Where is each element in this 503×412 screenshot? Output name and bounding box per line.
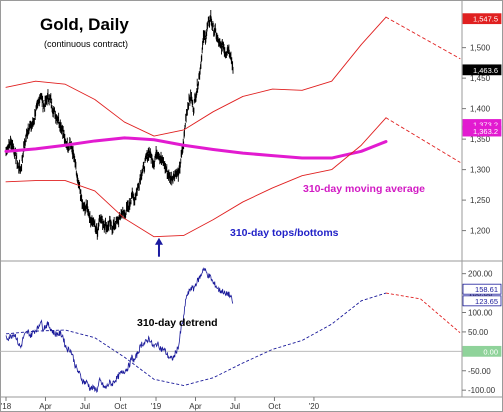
chart-subtitle: (continuous contract) <box>44 39 128 49</box>
price-tick-label: 1,350 <box>470 135 491 144</box>
detrend-badge-box <box>462 295 502 307</box>
price-tick-label: 1,250 <box>470 196 491 205</box>
price-badge-text: 1,363.2 <box>473 127 498 136</box>
projection-lower-line <box>385 117 461 163</box>
detrend-tick-label: 100.00 <box>468 308 493 317</box>
detrend-badge-text: 123.65 <box>475 297 498 306</box>
tops-bottoms-label: 310-day tops/bottoms <box>230 227 339 239</box>
detrend-badge-text: 158.61 <box>475 285 498 294</box>
detrend-badge-box <box>462 345 502 357</box>
x-tick-label: '18 <box>1 402 12 411</box>
detrend-badge-box <box>462 283 502 295</box>
detrend-badge-text: 0.00 <box>483 347 498 356</box>
detrend-label: 310-day detrend <box>137 317 218 329</box>
upper-envelope-line <box>5 16 387 137</box>
price-panel: 1,200 1,250 1,300 1,350 1,400 1,450 1,500 <box>4 9 491 257</box>
price-badge-text: 1,373.2 <box>473 120 498 129</box>
detrend-tick-label: 200.00 <box>468 270 493 279</box>
price-tick-label: 1,400 <box>470 105 491 114</box>
x-tick-label: Oct <box>268 402 281 411</box>
x-tick-label: '20 <box>309 402 320 411</box>
detrend-line <box>5 267 234 394</box>
x-tick-label: Apr <box>39 402 52 411</box>
price-tick-label: 1,500 <box>470 44 491 53</box>
value-badges: 1,547.5 1,463.6 1,373.21,363.2 158.61 123.65… <box>462 13 502 357</box>
x-axis: '18 Apr Jul Oct '19 Apr Jul Oct '20 <box>1 397 320 411</box>
detrend-cycle-projection <box>385 292 461 334</box>
moving-average-line <box>4 136 388 160</box>
detrend-tick-label: 50.00 <box>468 328 489 337</box>
chart-title: Gold, Daily <box>40 15 129 34</box>
x-tick-label: Jul <box>230 402 240 411</box>
price-badge-box <box>462 64 502 76</box>
price-tick-label: 1,200 <box>470 227 491 236</box>
projection-upper-line <box>385 16 461 60</box>
x-tick-label: Apr <box>189 402 202 411</box>
moving-average-label: 310-day moving average <box>303 183 425 195</box>
x-tick-label: Jul <box>80 402 90 411</box>
x-tick-label: '19 <box>151 402 162 411</box>
detrend-cycle-line <box>5 292 387 386</box>
x-tick-label: Oct <box>114 402 127 411</box>
price-badge-box <box>462 125 502 137</box>
detrend-tick-label: -50.00 <box>468 367 491 376</box>
price-badge-box <box>462 13 502 25</box>
bottom-arrow-head <box>154 237 163 245</box>
detrend-tick-label: -100.00 <box>468 386 496 395</box>
price-tick-label: 1,450 <box>470 74 491 83</box>
price-badge-text: 1,547.5 <box>473 15 498 24</box>
price-tick-label: 1,300 <box>470 166 491 175</box>
price-badge-text: 1,463.6 <box>473 66 498 75</box>
lower-envelope-line <box>5 117 387 238</box>
